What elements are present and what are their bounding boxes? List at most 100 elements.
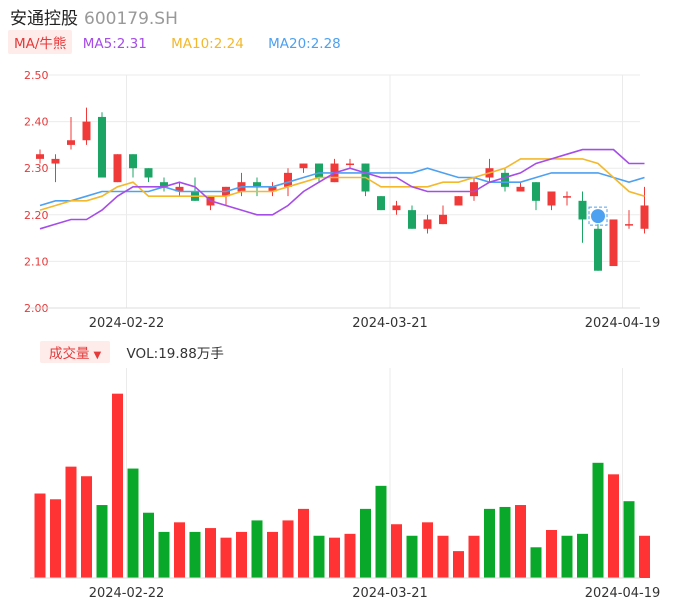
volume-date-tick-label: 2024-04-19 xyxy=(585,586,661,601)
volume-bar xyxy=(96,505,108,578)
candle-body xyxy=(160,182,168,187)
volume-bar xyxy=(561,535,573,578)
candle-body xyxy=(594,228,602,271)
volume-bar xyxy=(189,531,201,578)
volume-bar xyxy=(205,528,216,578)
volume-bar xyxy=(344,533,356,578)
candle-body xyxy=(454,196,463,206)
candle-body xyxy=(268,186,277,192)
volume-bar xyxy=(577,533,588,578)
ma10-value: MA10:2.24 xyxy=(171,36,244,52)
candle-body xyxy=(625,224,633,226)
volume-bar xyxy=(81,476,92,578)
volume-bar xyxy=(65,466,77,578)
signal-marker-icon xyxy=(588,206,608,226)
candle-body xyxy=(113,154,122,183)
volume-bar xyxy=(530,547,542,578)
volume-bar xyxy=(468,535,480,578)
volume-bar xyxy=(282,520,294,578)
stock-name: 安通控股 xyxy=(10,9,78,29)
volume-bar xyxy=(592,462,604,578)
volume-bar xyxy=(267,531,278,578)
volume-bar xyxy=(220,537,232,578)
candle-body xyxy=(175,186,184,192)
candle-body xyxy=(82,121,91,141)
volume-bar xyxy=(608,474,619,578)
candle-body xyxy=(516,186,525,192)
candle-body xyxy=(423,219,432,229)
marker-circle xyxy=(591,209,605,224)
volume-bar xyxy=(236,531,247,578)
volume-bar xyxy=(639,535,650,578)
candle-body xyxy=(547,191,556,206)
volume-bar xyxy=(484,508,495,578)
volume-bar xyxy=(127,468,139,578)
price-tick-label: 2.50 xyxy=(24,69,49,82)
price-tick-label: 2.10 xyxy=(24,255,49,268)
volume-bar xyxy=(546,530,557,578)
volume-bar xyxy=(313,535,325,578)
candle-body xyxy=(284,172,292,187)
volume-bar xyxy=(453,551,464,578)
candle-body xyxy=(129,154,137,169)
volume-bar xyxy=(406,535,418,578)
stock-title: 安通控股 600179.SH xyxy=(10,4,178,29)
date-tick-label: 2024-03-21 xyxy=(352,316,428,331)
volume-type-label: 成交量 xyxy=(49,346,90,362)
candle-body xyxy=(392,205,401,211)
volume-bar xyxy=(515,505,526,578)
candle-body xyxy=(640,205,649,229)
candle-body xyxy=(51,158,60,164)
volume-bar xyxy=(360,508,371,578)
volume-bar xyxy=(158,531,170,578)
volume-bar xyxy=(251,520,263,578)
candle-body xyxy=(144,168,153,178)
candle-body xyxy=(439,214,447,225)
volume-bar xyxy=(143,512,154,578)
volume-bar xyxy=(174,522,185,578)
volume-bar xyxy=(499,506,511,578)
ma-type-selector[interactable]: MA/牛熊 xyxy=(8,30,73,54)
candle-body xyxy=(609,219,618,267)
price-tick-label: 2.30 xyxy=(24,162,49,175)
candle-body xyxy=(67,140,75,145)
price-tick-label: 2.20 xyxy=(24,209,49,222)
candle-body xyxy=(253,182,261,187)
ma5-value: MA5:2.31 xyxy=(82,36,147,52)
volume-date-tick-label: 2024-03-21 xyxy=(352,586,428,601)
volume-bar xyxy=(329,537,340,578)
volume-value: VOL:19.88万手 xyxy=(126,346,224,362)
volume-bar xyxy=(391,524,402,578)
volume-bar xyxy=(422,522,433,578)
candle-body xyxy=(36,154,44,159)
caret-down-icon: ▼ xyxy=(93,350,102,361)
volume-bar xyxy=(298,508,309,578)
ma20-value: MA20:2.28 xyxy=(268,36,341,52)
candle-body xyxy=(98,116,106,178)
candle-body xyxy=(299,163,308,169)
volume-bar xyxy=(437,535,449,578)
candle-body xyxy=(501,172,509,187)
candle-body xyxy=(563,196,571,198)
candle-body xyxy=(377,196,385,211)
price-tick-label: 2.40 xyxy=(24,116,49,129)
ma5-line xyxy=(39,148,645,230)
ma-legend: MA/牛熊 MA5:2.31 MA10:2.24 MA20:2.28 xyxy=(8,30,361,54)
candle-body xyxy=(578,200,587,220)
volume-bar xyxy=(34,493,46,578)
volume-type-selector[interactable]: 成交量 ▼ xyxy=(40,341,111,363)
stock-code: 600179.SH xyxy=(84,9,178,29)
volume-bar xyxy=(375,485,387,578)
volume-legend: 成交量 ▼ VOL:19.88万手 xyxy=(40,341,224,363)
volume-bar xyxy=(623,501,635,578)
volume-bar xyxy=(112,393,123,578)
date-tick-label: 2024-04-19 xyxy=(585,316,661,331)
marker-frame xyxy=(588,206,608,226)
candle-body xyxy=(470,182,478,197)
candle-body xyxy=(532,182,540,201)
ma20-line xyxy=(39,167,645,207)
candle-body xyxy=(408,210,416,229)
candle-body xyxy=(346,163,354,166)
volume-bar xyxy=(50,499,61,578)
